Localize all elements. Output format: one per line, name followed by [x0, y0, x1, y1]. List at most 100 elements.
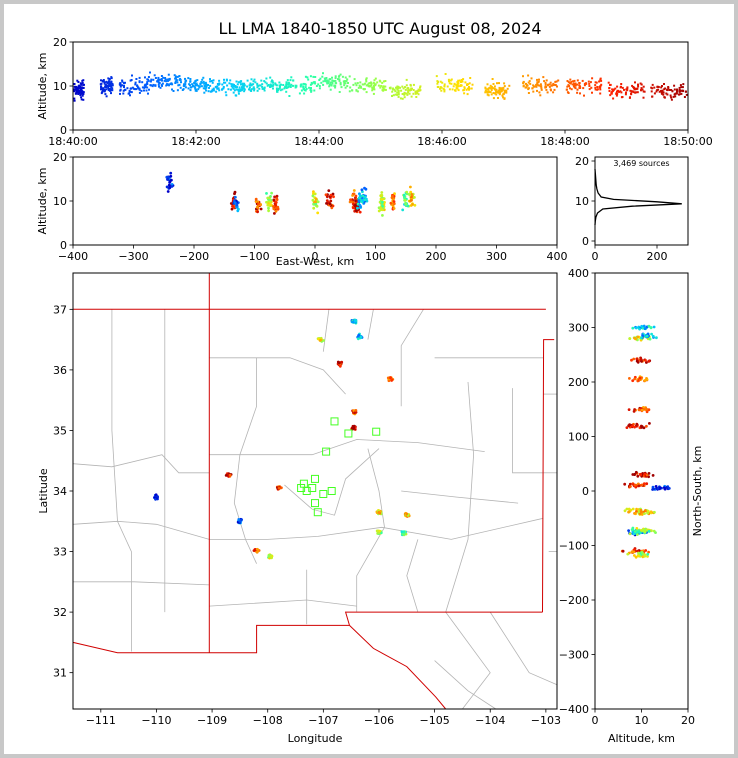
ns-source-point: [628, 423, 631, 427]
state-border: [344, 611, 543, 626]
time-altitude-point: [539, 94, 542, 97]
ns-source-point: [638, 408, 641, 412]
time-altitude-point: [322, 80, 325, 83]
time-altitude-point: [232, 87, 235, 90]
ew-source-point: [168, 180, 172, 184]
ns-source-point: [642, 324, 646, 328]
time-altitude-point: [210, 80, 213, 82]
time-altitude-point: [397, 93, 400, 96]
time-altitude-point: [342, 80, 345, 83]
time-altitude-point: [356, 82, 359, 85]
time-altitude-point: [257, 84, 260, 87]
plan-source-point: [240, 518, 244, 521]
time-altitude-point: [278, 86, 281, 89]
time-altitude-point: [160, 79, 163, 82]
ns-source-point: [633, 377, 637, 381]
time-altitude-point: [122, 89, 125, 92]
county-border: [72, 454, 210, 474]
time-altitude-point: [379, 86, 382, 89]
time-altitude-point: [260, 79, 263, 82]
ew-source-point: [361, 194, 365, 198]
time-altitude-point: [440, 86, 443, 89]
time-altitude-point: [542, 76, 545, 79]
time-altitude-point: [490, 87, 492, 90]
ew-source-point: [313, 192, 317, 196]
time-altitude-point: [404, 88, 407, 91]
ns-source-point: [663, 487, 667, 491]
ew-source-point: [392, 202, 396, 206]
time-altitude-point: [300, 89, 303, 92]
ns-source-point: [638, 327, 641, 331]
time-altitude-point: [412, 92, 415, 95]
time-altitude-point: [184, 83, 187, 86]
ew-source-point: [312, 202, 315, 206]
ns-source-point: [636, 474, 640, 478]
time-altitude-point: [608, 90, 611, 92]
ew-source-point: [272, 207, 276, 211]
time-altitude-point: [568, 81, 571, 84]
time-altitude-point: [670, 98, 673, 101]
ns-source-point: [645, 377, 648, 380]
time-altitude-point: [256, 82, 259, 85]
ew-alt-axis-tick-label: 20: [53, 151, 67, 164]
time-altitude-point: [322, 72, 324, 75]
time-altitude-point: [455, 87, 458, 90]
time-altitude-point: [289, 86, 292, 88]
ew-source-point: [351, 206, 355, 210]
time-altitude-point: [334, 86, 337, 89]
time-altitude-point: [272, 81, 274, 84]
time-altitude-point: [205, 83, 208, 86]
time-altitude-point: [227, 88, 230, 91]
time-altitude-point: [443, 85, 446, 88]
time-altitude-point: [282, 84, 285, 86]
ns-source-point: [633, 530, 637, 533]
ew-source-point: [234, 195, 237, 199]
plan-source-point: [340, 360, 344, 364]
time-altitude-point: [287, 86, 290, 89]
ew-axis-tick-label: 0: [312, 250, 319, 263]
time-altitude-point: [312, 81, 315, 84]
time-altitude-point: [323, 77, 326, 80]
time-altitude-point: [684, 90, 687, 93]
time-altitude-point: [329, 88, 332, 91]
ns-source-point: [626, 552, 630, 556]
time-altitude-point: [471, 83, 474, 86]
time-altitude-point: [357, 86, 360, 89]
ns-source-point: [632, 532, 636, 536]
ns-source-point: [640, 483, 644, 487]
time-altitude-point: [490, 89, 493, 91]
time-altitude-point: [365, 91, 368, 94]
time-altitude-point: [348, 90, 351, 93]
time-altitude-point: [131, 86, 134, 89]
ew-source-point: [235, 203, 239, 207]
time-altitude-point: [250, 88, 253, 91]
plan-source-point: [354, 409, 358, 412]
plan-source-point: [378, 529, 381, 533]
time-altitude-point: [372, 92, 375, 95]
ew-source-point: [410, 195, 413, 199]
time-altitude-point: [347, 82, 349, 84]
time-altitude-point: [412, 89, 415, 91]
time-altitude-point: [217, 87, 220, 90]
longitude-axis-tick-label: −104: [475, 714, 505, 727]
time-altitude-point: [505, 91, 508, 94]
time-altitude-point: [461, 80, 464, 83]
time-altitude-point: [110, 92, 112, 95]
time-altitude-point: [579, 92, 581, 95]
ew-source-point: [170, 183, 174, 186]
time-altitude-point: [157, 78, 160, 81]
time-altitude-point: [466, 93, 469, 96]
time-altitude-point: [651, 87, 654, 90]
time-altitude-point: [503, 91, 506, 94]
ns-source-point: [631, 326, 635, 330]
time-altitude-point: [325, 79, 328, 82]
lma-station: [311, 499, 319, 508]
county-border: [406, 539, 419, 613]
time-altitude-point: [275, 87, 278, 90]
time-altitude-point: [283, 87, 286, 90]
time-altitude-point: [280, 83, 282, 86]
time-altitude-point: [253, 87, 256, 90]
time-altitude-point: [642, 96, 645, 99]
ns-source-point: [646, 552, 650, 556]
ns-alt-axis-tick-label: 0: [592, 714, 599, 727]
